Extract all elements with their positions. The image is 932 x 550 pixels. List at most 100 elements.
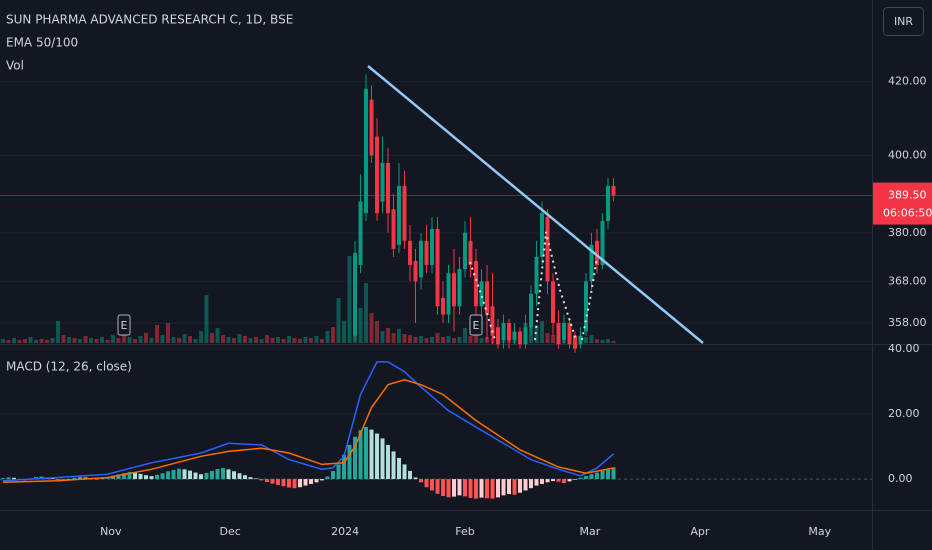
x-tick-label: 2024: [331, 525, 359, 538]
event-label: E: [121, 319, 128, 332]
x-tick-label: Mar: [579, 525, 600, 538]
histogram-bar: [391, 451, 396, 480]
histogram-bar: [303, 479, 308, 486]
histogram-bar: [474, 479, 479, 499]
histogram-bar: [188, 470, 193, 480]
histogram-bar: [375, 433, 380, 480]
candle-body: [463, 232, 468, 270]
candle-body: [441, 297, 446, 315]
volume-bar: [347, 256, 352, 343]
histogram-bar: [369, 429, 374, 480]
volume-bar: [243, 336, 248, 343]
candle-body: [353, 252, 358, 336]
histogram-bar: [248, 477, 253, 480]
histogram-bar: [287, 479, 292, 488]
candle-body: [496, 327, 501, 345]
histogram-bar: [606, 469, 611, 480]
y-tick-label: 40.00: [888, 342, 920, 355]
volume-bar: [452, 338, 457, 343]
y-tick-label: 420.00: [888, 75, 927, 88]
histogram-bar: [578, 477, 583, 480]
dotted-path[interactable]: [534, 231, 577, 341]
candle-body: [518, 331, 523, 345]
volume-bar: [457, 337, 462, 343]
volume-bar: [314, 336, 319, 343]
histogram-bar: [611, 467, 616, 480]
volume-bar: [94, 339, 99, 343]
event-label: E: [473, 319, 480, 332]
volume-bar: [23, 339, 28, 343]
histogram-bar: [254, 478, 259, 480]
histogram-bar: [353, 436, 358, 480]
candle-body: [375, 136, 380, 214]
candle-body: [419, 240, 424, 278]
candle-body: [556, 323, 561, 345]
histogram-bar: [237, 473, 242, 480]
volume-bar: [303, 337, 308, 343]
histogram-bar: [1, 478, 6, 480]
volume-bar: [342, 321, 347, 343]
macd-line: [2, 379, 614, 484]
candle-body: [611, 185, 616, 196]
volume-bar: [204, 295, 209, 343]
volume-bar: [56, 321, 61, 343]
volume-bar: [193, 339, 198, 343]
histogram-bar: [325, 476, 330, 480]
histogram-bar: [386, 444, 391, 480]
histogram-bar: [347, 444, 352, 480]
currency[interactable]: INR: [894, 15, 913, 28]
volume-bar: [600, 340, 605, 343]
histogram-bar: [314, 479, 319, 483]
histogram-bar: [331, 470, 336, 480]
volume-bar: [551, 335, 556, 343]
volume-bar: [474, 335, 479, 343]
volume-bar: [138, 336, 143, 343]
histogram-bar: [116, 474, 121, 480]
histogram-bar: [243, 475, 248, 480]
histogram-bar: [529, 479, 534, 489]
volume-bar: [430, 337, 435, 343]
histogram-bar: [402, 464, 407, 480]
histogram-bar: [127, 471, 132, 480]
candle-body: [540, 213, 545, 257]
volume-bar: [325, 331, 330, 343]
histogram-bar: [94, 479, 99, 480]
indicator-label[interactable]: Vol: [6, 59, 24, 73]
dotted-path[interactable]: [581, 257, 598, 341]
histogram-bar: [270, 479, 275, 484]
volume-bar: [320, 339, 325, 343]
symbol-title[interactable]: SUN PHARMA ADVANCED RESEARCH C, 1D, BSE: [6, 13, 293, 27]
macd-line: [2, 361, 614, 482]
histogram-bar: [182, 469, 187, 480]
volume-bar: [61, 335, 66, 343]
volume-bar: [17, 340, 22, 343]
volume-bar: [226, 337, 231, 343]
volume-bar: [127, 337, 132, 343]
candle-body: [606, 185, 611, 221]
macd-title[interactable]: MACD (12, 26, close): [6, 360, 132, 374]
histogram-bar: [56, 479, 61, 481]
volume-bar: [1, 339, 6, 343]
histogram-bar: [408, 470, 413, 480]
x-tick-label: Feb: [455, 525, 474, 538]
currency-button[interactable]: [883, 7, 924, 36]
indicator-label[interactable]: EMA 50/100: [6, 36, 78, 50]
volume-bar: [28, 337, 33, 343]
histogram-bar: [430, 479, 435, 491]
histogram-bar: [589, 474, 594, 480]
histogram-bar: [265, 479, 270, 483]
candle-body: [567, 323, 572, 345]
candle-body: [369, 99, 374, 156]
histogram-bar: [122, 473, 127, 480]
candle-body: [562, 323, 567, 341]
y-tick-label: 0.00: [888, 472, 913, 485]
histogram-bar: [320, 479, 325, 481]
dotted-path[interactable]: [469, 261, 496, 341]
volume-bar: [402, 334, 407, 343]
candle-body: [595, 240, 600, 266]
trend-line[interactable]: [367, 65, 704, 344]
volume-bar: [45, 340, 50, 343]
volume-bar: [589, 335, 594, 343]
candle-body: [468, 240, 473, 266]
